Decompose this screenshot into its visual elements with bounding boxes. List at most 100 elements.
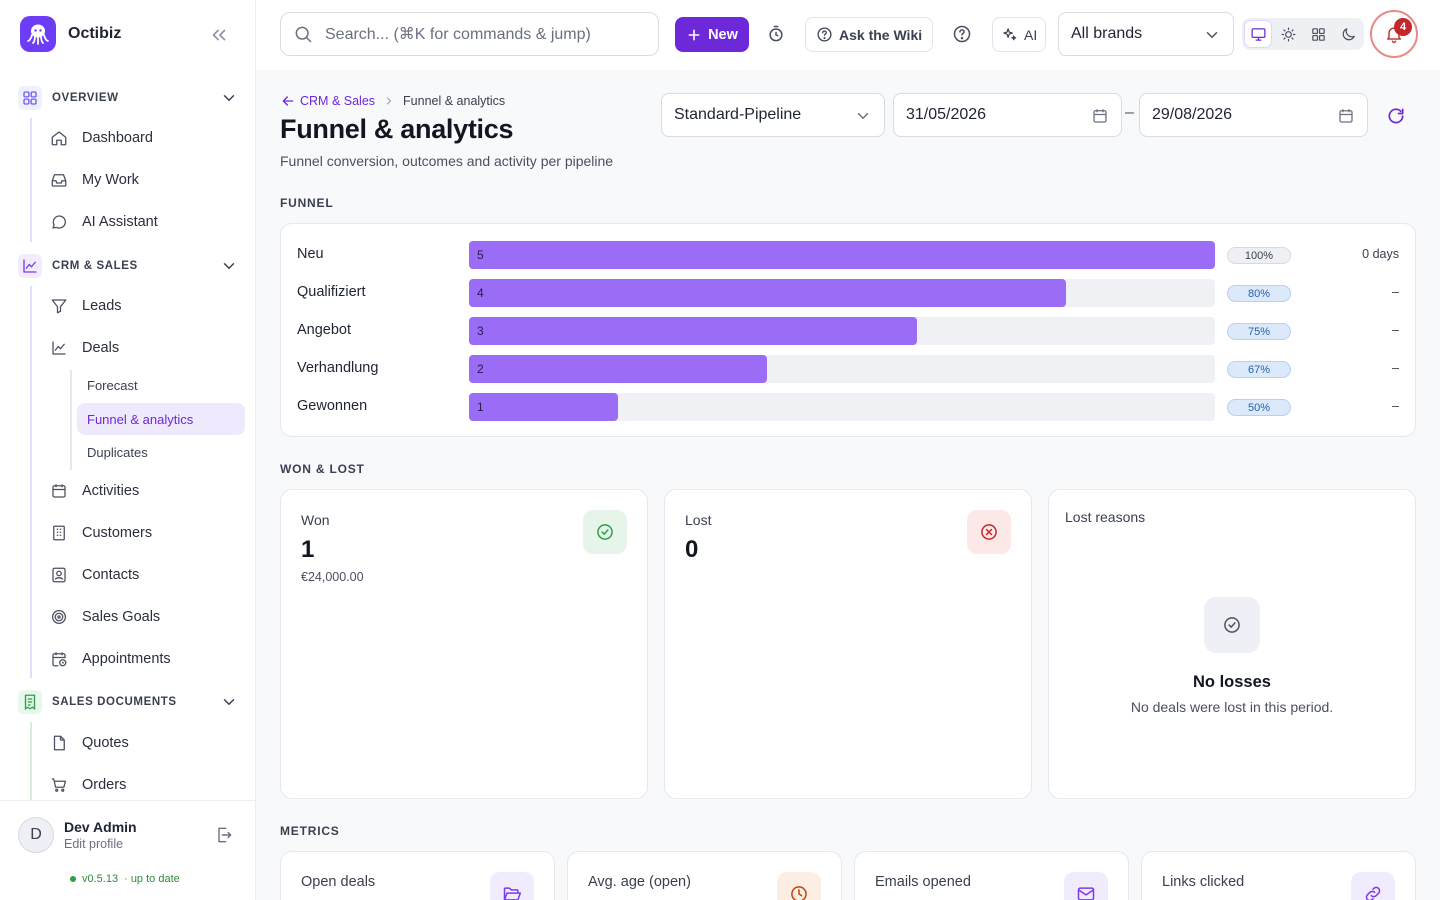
- pipeline-select[interactable]: Standard-Pipeline: [661, 93, 885, 137]
- notifications-button[interactable]: 4: [1370, 10, 1418, 58]
- receipt-icon: [18, 690, 42, 714]
- version-status: v0.5.13 · up to date: [70, 873, 180, 885]
- sidebar-item-ai-assistant[interactable]: AI Assistant: [50, 204, 246, 240]
- sidebar-item-funnel-analytics[interactable]: Funnel & analytics: [77, 403, 245, 435]
- avatar[interactable]: D: [18, 817, 54, 853]
- funnel-stage-label: Angebot: [297, 322, 352, 338]
- collapse-sidebar-icon[interactable]: [208, 24, 230, 46]
- sidebar-item-customers[interactable]: Customers: [50, 515, 246, 551]
- section-sales-documents[interactable]: SALES DOCUMENTS: [18, 689, 244, 715]
- sidebar-item-activities[interactable]: Activities: [50, 473, 246, 509]
- sidebar-item-appointments[interactable]: Appointments: [50, 641, 246, 677]
- funnel-row[interactable]: Angebot 3 75% –: [297, 317, 1399, 345]
- metric-label: Open deals: [301, 874, 376, 890]
- won-card[interactable]: Won 1 €24,000.00: [280, 489, 648, 799]
- monitor-icon[interactable]: [1245, 21, 1271, 47]
- breadcrumb-parent: CRM & Sales: [300, 94, 376, 108]
- funnel-bar-track: 4: [469, 279, 1215, 307]
- calendar-clock-icon: [50, 650, 68, 668]
- metric-card-avg-age[interactable]: Avg. age (open): [567, 851, 842, 900]
- funnel-stage-label: Neu: [297, 246, 324, 262]
- sidebar-item-duplicates[interactable]: Duplicates: [77, 436, 245, 468]
- chevron-down-icon: [854, 107, 872, 125]
- funnel-card: Neu 5 100% 0 days Qualifiziert 4 80% – Angebot 3 7…: [280, 223, 1416, 437]
- sidebar-item-sales-goals[interactable]: Sales Goals: [50, 599, 246, 635]
- sidebar-item-label: Appointments: [82, 651, 171, 667]
- new-button-label: New: [708, 26, 738, 43]
- sidebar-item-quotes[interactable]: Quotes: [50, 725, 246, 761]
- chevron-down-icon[interactable]: [220, 89, 238, 107]
- funnel-heading: FUNNEL: [280, 196, 334, 210]
- section-overview[interactable]: OVERVIEW: [18, 85, 244, 111]
- link-icon: [1351, 872, 1395, 900]
- brand-select[interactable]: All brands: [1058, 12, 1234, 56]
- section-crm-sales[interactable]: CRM & SALES: [18, 253, 244, 279]
- funnel-bar-fill: 4: [469, 279, 1066, 307]
- sidebar-item-label: Forecast: [87, 377, 138, 393]
- chevron-down-icon[interactable]: [220, 693, 238, 711]
- theme-switcher: [1242, 18, 1364, 50]
- ask-wiki-button[interactable]: Ask the Wiki: [805, 17, 934, 52]
- document-icon: [50, 734, 68, 752]
- metric-card-links-clicked[interactable]: Links clicked: [1141, 851, 1416, 900]
- arrow-left-icon: [280, 93, 296, 109]
- ai-button[interactable]: AI: [992, 17, 1047, 52]
- metric-card-emails-opened[interactable]: Emails opened: [854, 851, 1129, 900]
- app-name: Octibiz: [68, 25, 122, 42]
- sidebar-item-label: My Work: [82, 172, 139, 188]
- sidebar-item-contacts[interactable]: Contacts: [50, 557, 246, 593]
- date-to-field[interactable]: 29/08/2026: [1139, 93, 1368, 137]
- help-icon[interactable]: [952, 24, 972, 44]
- sidebar-item-dashboard[interactable]: Dashboard: [50, 120, 246, 156]
- moon-icon[interactable]: [1335, 21, 1361, 47]
- funnel-row[interactable]: Verhandlung 2 67% –: [297, 355, 1399, 383]
- sun-icon[interactable]: [1275, 21, 1301, 47]
- sidebar-item-my-work[interactable]: My Work: [50, 162, 246, 198]
- topbar: Search... (⌘K for commands & jump) New A…: [256, 0, 1440, 70]
- sidebar-item-orders[interactable]: Orders: [50, 767, 246, 803]
- check-circle-icon: [583, 510, 627, 554]
- new-button[interactable]: New: [675, 17, 749, 52]
- funnel-icon: [50, 297, 68, 315]
- breadcrumb-back-link[interactable]: CRM & Sales: [280, 93, 375, 109]
- funnel-stage-days: –: [1392, 323, 1399, 337]
- home-icon: [50, 129, 68, 147]
- sidebar-item-leads[interactable]: Leads: [50, 288, 246, 324]
- lost-card[interactable]: Lost 0: [664, 489, 1032, 799]
- lost-label: Lost: [685, 512, 712, 528]
- sidebar-item-forecast[interactable]: Forecast: [77, 369, 245, 401]
- funnel-stage-count: 1: [477, 400, 484, 414]
- edit-profile-link[interactable]: Edit profile: [64, 837, 124, 851]
- lost-reasons-title: Lost reasons: [1065, 509, 1146, 525]
- sidebar-item-label: Dashboard: [82, 130, 153, 146]
- sidebar-item-label: Activities: [82, 483, 140, 499]
- funnel-stage-label: Verhandlung: [297, 360, 379, 376]
- logout-icon[interactable]: [214, 825, 234, 845]
- sidebar-item-deals[interactable]: Deals: [50, 330, 246, 366]
- chevron-down-icon[interactable]: [220, 257, 238, 275]
- sidebar-item-label: Duplicates: [87, 444, 148, 460]
- section-label: CRM & SALES: [52, 260, 138, 272]
- sidebar-item-label: Deals: [82, 340, 120, 356]
- brand[interactable]: Octibiz: [20, 16, 121, 52]
- funnel-bar-track: 5: [469, 241, 1215, 269]
- funnel-row[interactable]: Qualifiziert 4 80% –: [297, 279, 1399, 307]
- refresh-icon[interactable]: [1386, 106, 1406, 126]
- metric-card-open-deals[interactable]: Open deals: [280, 851, 555, 900]
- timer-icon[interactable]: [766, 24, 786, 44]
- won-value: 1: [301, 536, 315, 563]
- building-icon: [50, 524, 68, 542]
- version-number: v0.5.13: [82, 873, 119, 885]
- funnel-row[interactable]: Neu 5 100% 0 days: [297, 241, 1399, 269]
- sidebar-item-label: Orders: [82, 777, 127, 793]
- contact-card-icon: [50, 566, 68, 584]
- funnel-bar-fill: 1: [469, 393, 618, 421]
- status-dot-icon: [70, 876, 76, 882]
- conversion-badge: 80%: [1227, 285, 1291, 302]
- search-icon: [293, 24, 313, 44]
- search-input[interactable]: Search... (⌘K for commands & jump): [280, 12, 659, 56]
- layout-grid-icon[interactable]: [1305, 21, 1331, 47]
- funnel-row[interactable]: Gewonnen 1 50% –: [297, 393, 1399, 421]
- metric-label: Emails opened: [875, 874, 971, 890]
- date-from-field[interactable]: 31/05/2026: [893, 93, 1122, 137]
